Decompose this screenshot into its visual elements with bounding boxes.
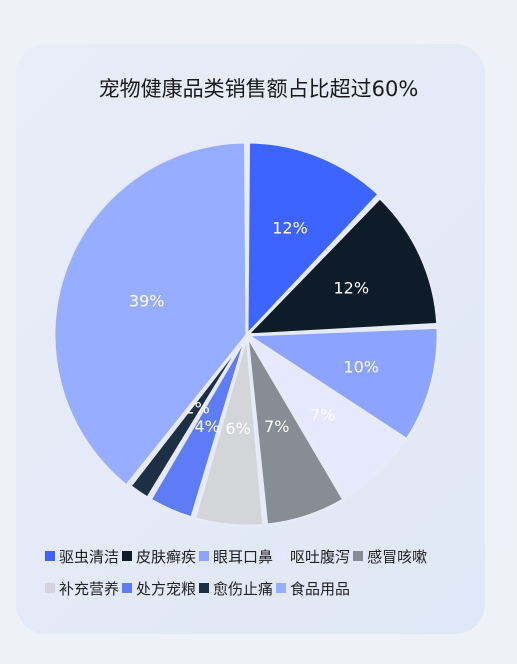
slice-label-3: 10% [343,358,379,377]
slice-label-1: 12% [272,218,308,237]
legend-swatch [353,551,364,561]
legend-item-8[interactable]: 愈伤止痛 [199,577,273,599]
legend-swatch [199,583,210,593]
legend-label: 驱虫清洁 [59,547,120,566]
legend-item-9[interactable]: 食品用品 [276,577,350,599]
legend-item-5[interactable]: 感冒咳嗽 [353,545,427,567]
legend-label: 呕吐腹泻 [290,547,351,566]
legend-swatch [45,583,55,593]
legend-label: 眼耳口鼻 [213,547,274,566]
legend-label: 皮肤癣疾 [136,547,197,566]
legend-swatch [45,551,55,561]
pie-slice-1 [245,140,382,339]
chart-title: 宠物健康品类销售额占比超过60% [98,77,419,101]
legend-swatch [122,551,133,561]
chart-legend: 驱虫清洁 皮肤癣疾 眼耳口鼻 呕吐腹泻 感冒咳嗽补充营养 处方宠粮 愈伤止痛 食品用品 [45,545,485,599]
legend-label: 处方宠粮 [136,579,197,598]
slice-label-2: 12% [334,278,370,297]
pie-slice-9 [52,140,249,488]
legend-swatch [276,583,287,593]
pie-slice-4 [245,333,406,499]
pie-slice-2 [243,195,440,337]
slice-label-6: 6% [225,419,250,438]
legend-swatch [276,551,287,561]
legend-item-2[interactable]: 皮肤癣疾 [122,545,196,567]
legend-item-3[interactable]: 眼耳口鼻 [199,545,273,567]
legend-swatch [122,583,133,593]
legend-item-4[interactable]: 呕吐腹泻 [276,545,350,567]
pie-slice-6 [192,334,266,528]
slice-label-4: 7% [310,405,335,424]
pie-slice-5 [245,334,346,527]
pie-slice-7 [148,334,249,520]
legend-label: 补充营养 [59,579,120,598]
legend-item-1[interactable]: 驱虫清洁 [45,545,119,567]
slice-label-7: 4% [194,417,219,436]
legend-label: 食品用品 [290,579,351,598]
legend-item-6[interactable]: 补充营养 [45,577,119,599]
legend-label: 愈伤止痛 [213,579,274,598]
pie-slice-8 [127,334,249,501]
legend-label: 感冒咳嗽 [367,547,428,566]
legend-swatch [199,551,210,561]
slice-label-5: 7% [264,417,289,436]
slice-label-9: 39% [129,291,165,310]
legend-item-7[interactable]: 处方宠粮 [122,577,196,599]
pie-slice-3 [242,325,440,442]
